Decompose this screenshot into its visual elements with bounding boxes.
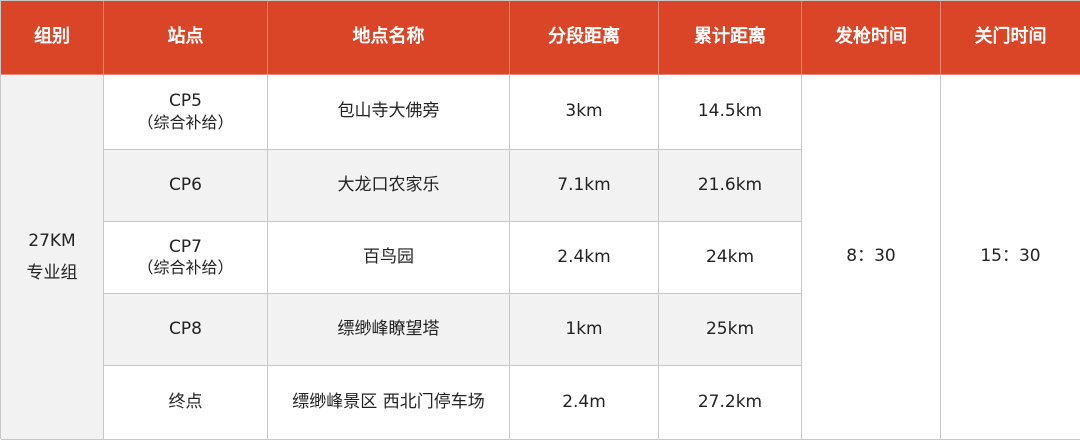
place-name: 缥缈峰景区 西北门停车场 bbox=[292, 391, 485, 412]
station-name: CP6 bbox=[169, 174, 202, 195]
header-station: 站点 bbox=[104, 1, 268, 75]
segment-distance: 2.4km bbox=[557, 246, 611, 267]
header-close-time: 关门时间 bbox=[941, 1, 1080, 75]
total-cell: 21.6km bbox=[659, 150, 802, 222]
place-name: 缥缈峰瞭望塔 bbox=[337, 318, 440, 339]
header-total: 累计距离 bbox=[659, 1, 802, 75]
segment-cell: 3km bbox=[510, 75, 659, 150]
place-cell: 大龙口农家乐 bbox=[268, 150, 510, 222]
place-cell: 包山寺大佛旁 bbox=[268, 75, 510, 150]
place-name: 包山寺大佛旁 bbox=[337, 101, 440, 122]
group-cell: 27KM 专业组 bbox=[1, 75, 104, 440]
station-cell: CP8 bbox=[104, 294, 268, 366]
total-distance: 27.2km bbox=[697, 391, 763, 412]
place-name: 大龙口农家乐 bbox=[337, 174, 440, 195]
total-distance: 21.6km bbox=[697, 174, 763, 195]
station-cell: CP7 （综合补给） bbox=[104, 222, 268, 294]
header-place: 地点名称 bbox=[268, 1, 510, 75]
station-name: CP7 bbox=[169, 236, 202, 257]
place-cell: 缥缈峰瞭望塔 bbox=[268, 294, 510, 366]
header-segment: 分段距离 bbox=[510, 1, 659, 75]
station-name: CP5 bbox=[169, 91, 202, 112]
segment-cell: 7.1km bbox=[510, 150, 659, 222]
total-cell: 25km bbox=[659, 294, 802, 366]
station-name: CP8 bbox=[169, 318, 202, 339]
total-distance: 24km bbox=[705, 246, 755, 267]
segment-cell: 1km bbox=[510, 294, 659, 366]
group-distance: 27KM bbox=[28, 230, 76, 251]
total-cell: 27.2km bbox=[659, 366, 802, 440]
segment-cell: 2.4m bbox=[510, 366, 659, 440]
place-cell: 百鸟园 bbox=[268, 222, 510, 294]
station-cell: CP5 （综合补给） bbox=[104, 75, 268, 150]
group-name: 专业组 bbox=[26, 263, 78, 283]
segment-distance: 2.4m bbox=[562, 391, 606, 412]
total-cell: 24km bbox=[659, 222, 802, 294]
segment-cell: 2.4km bbox=[510, 222, 659, 294]
station-cell: CP6 bbox=[104, 150, 268, 222]
station-cell: 终点 bbox=[104, 366, 268, 440]
segment-distance: 1km bbox=[565, 318, 603, 339]
station-note: （综合补给） bbox=[137, 112, 234, 132]
segment-distance: 3km bbox=[565, 101, 603, 122]
station-name: 终点 bbox=[168, 391, 203, 412]
total-distance: 25km bbox=[705, 318, 755, 339]
header-start-time: 发枪时间 bbox=[802, 1, 941, 75]
start-time-cell: 8：30 bbox=[802, 75, 941, 440]
header-group: 组别 bbox=[1, 1, 104, 75]
place-name: 百鸟园 bbox=[363, 246, 414, 267]
segment-distance: 7.1km bbox=[557, 174, 611, 195]
station-note: （综合补给） bbox=[137, 258, 234, 278]
total-distance: 14.5km bbox=[697, 101, 763, 122]
close-time-cell: 15：30 bbox=[941, 75, 1080, 440]
place-cell: 缥缈峰景区 西北门停车场 bbox=[268, 366, 510, 440]
total-cell: 14.5km bbox=[659, 75, 802, 150]
